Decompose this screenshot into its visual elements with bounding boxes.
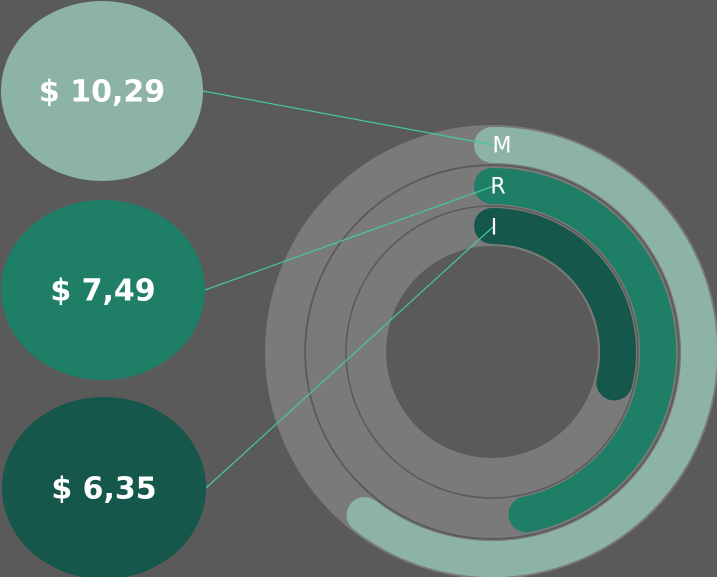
series-arc-m	[346, 127, 717, 577]
ring-separator-outer	[304, 164, 680, 540]
ring-separator-inner	[345, 205, 639, 499]
value-bubble-r	[1, 200, 205, 380]
value-bubble-m	[1, 1, 203, 181]
value-label-r: $ 7,49	[50, 274, 155, 309]
ring-label-m: M	[493, 134, 512, 159]
ring-label-r: R	[490, 175, 505, 200]
connector-line-m	[202, 90, 495, 146]
value-label-i: $ 6,35	[51, 472, 156, 507]
value-bubble-i	[2, 397, 206, 577]
series-arc-i	[474, 208, 637, 401]
connector-line-r	[204, 185, 495, 291]
ring-label-i: I	[491, 216, 498, 241]
value-label-m: $ 10,29	[39, 75, 165, 110]
series-arc-r	[474, 168, 677, 533]
connector-line-i	[205, 225, 495, 489]
